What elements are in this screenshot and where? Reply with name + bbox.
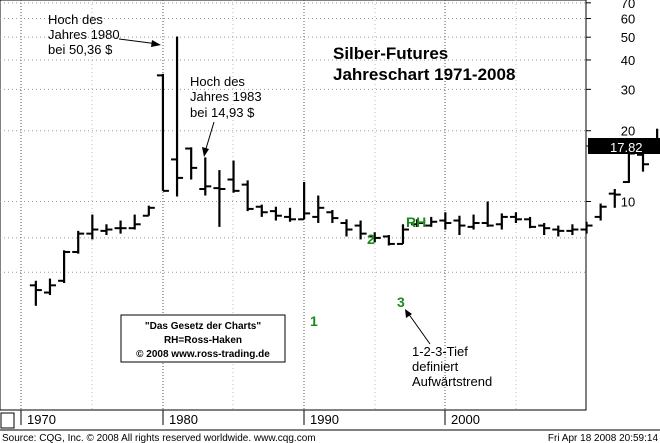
chart-title: Silber-Futures — [333, 44, 448, 63]
y-tick-label-20: 20 — [621, 124, 635, 139]
ohlc-bar-2013 — [622, 150, 635, 184]
point-label-rh: RH — [406, 214, 426, 230]
y-tick-label-60: 60 — [621, 12, 635, 27]
y-tick-label-30: 30 — [621, 82, 635, 97]
ohlc-bar-1989 — [284, 207, 297, 222]
ohlc-bars — [29, 36, 660, 306]
footer-timestamp: Fri Apr 18 2008 20:59:14 — [548, 433, 659, 443]
y-tick-label-40: 40 — [621, 53, 635, 68]
ohlc-bar-2000 — [439, 212, 452, 230]
ohlc-bar-1994 — [354, 220, 367, 240]
ohlc-bar-2005 — [509, 212, 522, 224]
x-tick-label-1970: 1970 — [27, 412, 56, 427]
ohlc-bar-1995 — [368, 232, 381, 243]
copyright-line1: "Das Gesetz der Charts" — [145, 321, 261, 332]
ohlc-bar-2001 — [453, 215, 466, 236]
annotation-high1983-line2: Jahres 1983 — [190, 89, 262, 104]
ohlc-bar-2009 — [566, 224, 579, 236]
ohlc-bar-2002 — [467, 214, 480, 230]
annotation-trend-line2: definiert — [412, 359, 459, 374]
annotation-high1983-line3: bei 14,93 $ — [190, 105, 255, 120]
ohlc-bar-1981 — [171, 36, 184, 197]
x-tick-label-1980: 1980 — [169, 412, 198, 427]
annotation-trend-arrowhead — [405, 309, 412, 318]
annotation-high1980-line3: bei 50,36 $ — [48, 42, 113, 57]
ohlc-bar-2006 — [524, 216, 537, 229]
annotation-high1983-arrow — [204, 121, 215, 153]
ohlc-bar-1985 — [227, 160, 240, 193]
x-axis: 1970 1980 1990 2000 — [20, 410, 480, 427]
chart-subtitle: Jahreschart 1971-2008 — [333, 65, 515, 84]
ohlc-bar-1982 — [185, 147, 198, 180]
copyright-line2: RH=Ross-Haken — [164, 335, 242, 346]
last-price-box — [588, 138, 660, 154]
ohlc-bar-2008 — [552, 225, 565, 237]
ohlc-bar-1996 — [382, 235, 395, 246]
ohlc-bar-1978 — [128, 214, 141, 230]
scroll-box[interactable] — [0, 412, 15, 429]
point-label-2: 2 — [367, 231, 375, 247]
point-label-3: 3 — [397, 294, 405, 310]
ohlc-bar-1999 — [425, 216, 438, 227]
ohlc-bar-1975 — [86, 214, 99, 240]
ohlc-bar-1983 — [199, 157, 212, 196]
copyright-box — [120, 314, 286, 363]
annotation-high1983-arrowhead — [202, 147, 209, 157]
ohlc-bar-1998 — [411, 219, 424, 227]
ohlc-bar-2004 — [495, 213, 508, 230]
ohlc-bar-1990 — [298, 182, 311, 221]
ohlc-bar-1991 — [312, 195, 325, 224]
ohlc-bar-1992 — [326, 210, 339, 224]
y-tick-label-10: 10 — [621, 195, 635, 210]
last-price-label: 17.82 — [610, 140, 643, 155]
ohlc-bar-2012 — [608, 189, 621, 208]
annotation-trend-arrow — [407, 312, 431, 345]
plot-area — [0, 0, 587, 411]
annotation-high1980-arrow — [118, 38, 159, 45]
ohlc-bar-1977 — [114, 220, 127, 234]
ohlc-bar-1976 — [100, 224, 113, 236]
annotation-trend-line3: Aufwärtstrend — [412, 374, 492, 389]
ohlc-bar-1971 — [29, 280, 42, 306]
x-tick-label-1990: 1990 — [310, 412, 339, 427]
annotation-trend-line1: 1-2-3-Tief — [412, 344, 468, 359]
ohlc-bar-1984 — [213, 170, 226, 227]
point-label-1: 1 — [310, 313, 318, 329]
y-tick-label-70: 70 — [621, 0, 635, 11]
ohlc-bar-1974 — [72, 230, 85, 254]
annotation-high1980-line1: Hoch des — [48, 12, 103, 27]
ohlc-bar-2007 — [538, 223, 551, 236]
ohlc-bar-1980 — [156, 73, 169, 192]
ohlc-bar-1987 — [255, 204, 268, 217]
ohlc-bar-1972 — [43, 278, 56, 296]
annotation-high1980-line2: Jahres 1980 — [48, 27, 120, 42]
ohlc-bar-1997 — [396, 224, 409, 245]
ohlc-bar-1986 — [241, 180, 254, 212]
x-tick-label-2000: 2000 — [451, 412, 480, 427]
ohlc-bar-2003 — [481, 201, 494, 227]
ohlc-bar-1973 — [58, 250, 71, 284]
ohlc-bar-1979 — [142, 205, 155, 217]
annotation-high1983-line1: Hoch des — [190, 74, 245, 89]
y-tick-label-50: 50 — [621, 30, 635, 45]
annotation-high1980-arrowhead — [151, 40, 161, 47]
footer-source: Source: CQG, Inc. © 2008 All rights rese… — [2, 433, 316, 443]
copyright-line3: © 2008 www.ross-trading.de — [136, 349, 270, 360]
ohlc-bar-2010 — [580, 221, 593, 234]
ohlc-bar-1988 — [269, 206, 282, 221]
ohlc-bar-1993 — [340, 219, 353, 237]
ohlc-bar-2011 — [594, 203, 607, 221]
